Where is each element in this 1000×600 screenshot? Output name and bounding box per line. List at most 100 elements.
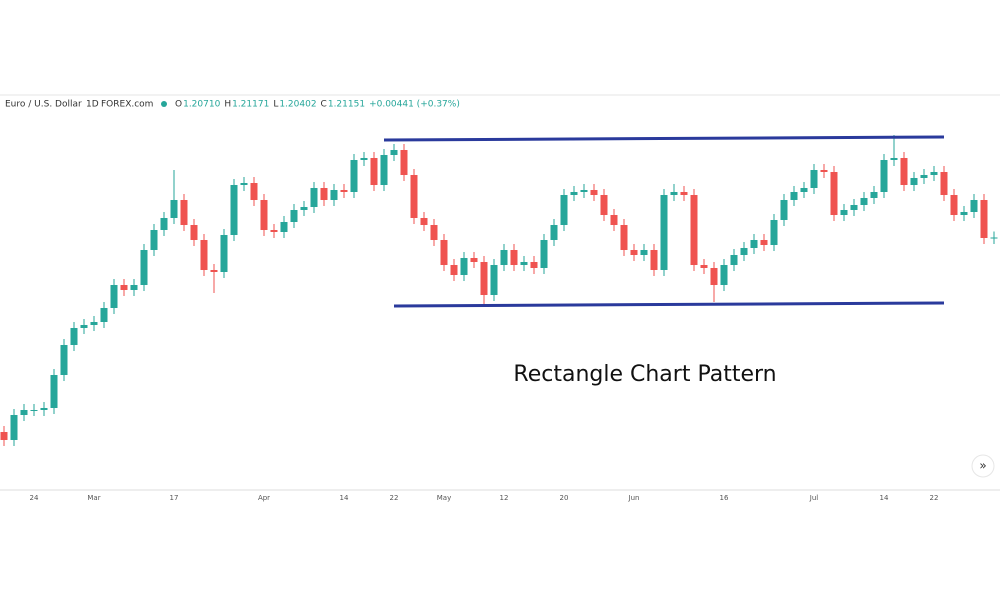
x-tick-label: 12 (500, 494, 509, 502)
candle-body (850, 205, 858, 210)
candle-body (210, 270, 218, 272)
candle-body (230, 185, 238, 235)
x-tick-label: Jul (809, 494, 819, 502)
scroll-icon[interactable]: » (979, 459, 986, 473)
trendline (383, 135, 945, 142)
candle-body (310, 188, 318, 207)
candle-body (240, 183, 248, 185)
candle-body (330, 190, 338, 200)
candle-body (830, 172, 838, 215)
candle-body (470, 258, 478, 262)
candle-body (130, 285, 138, 290)
x-tick-label: 17 (170, 494, 179, 502)
candle-body (360, 158, 368, 160)
candle-body (160, 218, 168, 230)
candle-body (430, 225, 438, 240)
candle-body (610, 215, 618, 225)
ohlc-label: H (224, 100, 231, 110)
candle-body (200, 240, 208, 270)
x-tick-label: 22 (930, 494, 939, 502)
candle-body (550, 225, 558, 240)
candle-body (410, 175, 418, 218)
candle-body (650, 250, 658, 270)
candle-body (450, 265, 458, 275)
candle-body (580, 190, 588, 192)
candle-body (980, 200, 988, 238)
candle-body (250, 183, 258, 200)
ohlc-value: 1.21171 (232, 100, 269, 110)
candle-body (320, 188, 328, 200)
candle-body (870, 192, 878, 198)
candle-body (770, 220, 778, 245)
candle-body (480, 262, 488, 295)
candle-body (50, 375, 58, 408)
candle-body (10, 415, 18, 440)
candle-body (170, 200, 178, 218)
interval: 1D (86, 100, 99, 110)
scroll-button[interactable] (971, 454, 995, 478)
candle-body (920, 175, 928, 178)
candle-body (600, 195, 608, 215)
source: FOREX.com (101, 100, 153, 110)
candle-body (950, 195, 958, 215)
candle-body (280, 222, 288, 232)
candle-body (100, 308, 108, 322)
ohlc-value: 1.21151 (328, 100, 365, 110)
candle-body (460, 258, 468, 275)
candle-body (220, 235, 228, 272)
candle-body (680, 192, 688, 195)
x-tick-label: 14 (880, 494, 889, 502)
candle-body (0, 432, 8, 440)
candle-body (930, 172, 938, 175)
candle-body (560, 195, 568, 225)
x-tick-label: 16 (720, 494, 729, 502)
candle-body (780, 200, 788, 220)
candle-body (290, 210, 298, 222)
candle-body (190, 225, 198, 240)
candle-body (620, 225, 628, 250)
candle-body (260, 200, 268, 230)
candle-body (20, 410, 28, 415)
annotation: Rectangle Chart Pattern (513, 362, 776, 387)
candle-body (540, 240, 548, 268)
x-tick-label: 22 (390, 494, 399, 502)
candle-body (790, 192, 798, 200)
candle-body (510, 250, 518, 265)
status-dot (161, 101, 167, 107)
candle-body (590, 190, 598, 195)
candle-body (80, 325, 88, 328)
candle-body (120, 285, 128, 290)
candle-body (760, 240, 768, 245)
candle-body (880, 160, 888, 192)
ohlc-label: O (175, 100, 182, 110)
candle-body (660, 195, 668, 270)
candle-body (640, 250, 648, 255)
candle-body (940, 172, 948, 195)
x-tick-label: 14 (340, 494, 349, 502)
candle-body (300, 207, 308, 210)
candle-body (900, 158, 908, 185)
candle-body (420, 218, 428, 225)
candle-body (270, 230, 278, 232)
candle-body (140, 250, 148, 285)
candle-body (390, 150, 398, 155)
candle-body (970, 200, 978, 212)
candle-body (720, 265, 728, 285)
candle-body (350, 160, 358, 192)
candle-body (910, 178, 918, 185)
ohlc-label: C (321, 100, 327, 110)
candle-body (750, 240, 758, 248)
ohlc: O 1.20710 H 1.21171 L 1.20402 C 1.21151 +0.00441… (175, 100, 460, 110)
candle-body (70, 328, 78, 345)
candle-body (490, 265, 498, 295)
x-tick-label: Jun (628, 494, 640, 502)
candle-body (740, 248, 748, 255)
change: +0.00441 (+0.37%) (369, 100, 460, 110)
candle-body (40, 408, 48, 410)
candle-body (890, 158, 898, 160)
ohlc-value: 1.20710 (183, 100, 220, 110)
x-tick-label: Apr (258, 494, 270, 502)
candle-body (800, 188, 808, 192)
candle-body (960, 212, 968, 215)
candle-body (180, 200, 188, 225)
